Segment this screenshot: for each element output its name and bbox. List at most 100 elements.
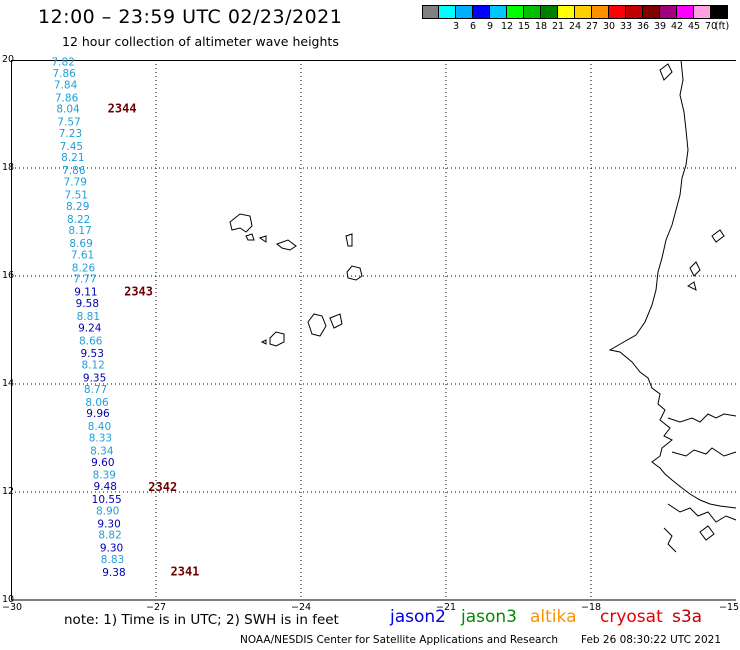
color-scale-label: 70 xyxy=(704,21,718,32)
color-scale-label: 9 xyxy=(486,21,494,32)
color-scale-label: 21 xyxy=(551,21,565,32)
cape-verde-islands xyxy=(229,213,363,347)
latitude-label: 12 xyxy=(2,486,15,497)
swh-value: 8.66 xyxy=(79,335,103,347)
swh-value: 9.58 xyxy=(76,298,99,310)
time-mark: 2344 xyxy=(108,102,137,116)
swh-value: 8.33 xyxy=(89,432,112,444)
color-scale-label: 6 xyxy=(469,21,477,32)
color-swatch xyxy=(677,5,694,19)
swh-value: 7.86 xyxy=(62,165,86,177)
color-scale-label: 27 xyxy=(585,21,599,32)
longitude-label: −21 xyxy=(436,602,457,613)
color-scale-label: 42 xyxy=(670,21,684,32)
swh-value: 8.17 xyxy=(68,225,91,237)
swh-value: 9.48 xyxy=(94,481,117,493)
color-swatch xyxy=(558,5,575,19)
swh-value: 9.35 xyxy=(83,373,106,385)
swh-value: 9.96 xyxy=(86,408,110,420)
color-scale-label: 39 xyxy=(653,21,667,32)
swh-value: 7.51 xyxy=(65,189,88,201)
time-mark: 2342 xyxy=(148,480,177,494)
wave-height-color-scale xyxy=(422,5,728,19)
swh-value: 8.69 xyxy=(69,238,92,250)
swh-value: 7.57 xyxy=(57,117,80,129)
swh-value: 7.77 xyxy=(73,274,96,286)
color-swatch xyxy=(439,5,456,19)
latitude-label: 10 xyxy=(2,594,15,605)
color-swatch xyxy=(541,5,558,19)
color-swatch xyxy=(592,5,609,19)
color-swatch xyxy=(575,5,592,19)
longitude-label: −24 xyxy=(291,602,312,613)
color-swatch xyxy=(524,5,541,19)
color-scale-label: 30 xyxy=(602,21,616,32)
swh-value: 8.26 xyxy=(72,262,96,274)
swh-value: 7.61 xyxy=(71,249,94,261)
swh-value: 8.21 xyxy=(61,152,84,164)
longitude-label: −30 xyxy=(2,602,23,613)
swh-value: 7.86 xyxy=(52,68,76,80)
swh-value: 8.40 xyxy=(88,421,111,433)
color-swatch xyxy=(422,5,439,19)
page-title: 12:00 – 23:59 UTC 02/23/2021 xyxy=(38,6,343,28)
color-scale-label: 15 xyxy=(517,21,531,32)
longitude-label: −27 xyxy=(146,602,167,613)
color-scale-label: 45 xyxy=(687,21,701,32)
swh-value: 8.22 xyxy=(67,214,90,226)
swh-value: 8.29 xyxy=(66,201,89,213)
swh-value: 7.82 xyxy=(52,57,75,69)
longitude-label: −15 xyxy=(719,602,740,613)
color-scale-label: 36 xyxy=(636,21,650,32)
color-scale-label: 18 xyxy=(534,21,548,32)
color-swatch xyxy=(643,5,660,19)
latitude-label: 20 xyxy=(2,54,15,65)
legend-item-altika: altika xyxy=(530,607,577,627)
swh-value: 7.86 xyxy=(55,92,79,104)
swh-observations: 7.827.867.847.868.047.577.237.458.217.86… xyxy=(52,57,126,579)
latitude-label: 16 xyxy=(2,270,15,281)
color-swatch xyxy=(473,5,490,19)
latitude-label: 18 xyxy=(2,162,15,173)
longitude-label: −18 xyxy=(581,602,602,613)
color-swatch xyxy=(660,5,677,19)
color-scale-label: 33 xyxy=(619,21,633,32)
swh-value: 8.39 xyxy=(93,470,116,482)
swh-value: 8.12 xyxy=(81,360,104,372)
legend-item-jason3: jason3 xyxy=(461,607,517,627)
swh-value: 8.83 xyxy=(101,554,124,566)
swh-value: 9.30 xyxy=(97,518,120,530)
footer-note: note: 1) Time is in UTC; 2) SWH is in fe… xyxy=(64,612,339,628)
color-scale-label: 12 xyxy=(500,21,514,32)
swh-value: 9.38 xyxy=(102,567,125,579)
swh-value: 7.45 xyxy=(60,141,83,153)
credit-text: NOAA/NESDIS Center for Satellite Applica… xyxy=(240,634,558,646)
legend-item-cryosat: cryosat xyxy=(600,607,663,627)
graticule xyxy=(11,60,736,601)
swh-value: 8.77 xyxy=(84,384,107,396)
swh-value: 10.55 xyxy=(92,494,122,506)
color-swatch xyxy=(694,5,711,19)
swh-value: 8.06 xyxy=(85,397,109,409)
legend-item-jason2: jason2 xyxy=(390,607,446,627)
swh-value: 8.04 xyxy=(56,104,80,116)
swh-value: 9.60 xyxy=(91,457,114,469)
generated-timestamp: Feb 26 08:30:22 UTC 2021 xyxy=(581,634,721,646)
swh-value: 7.79 xyxy=(64,177,87,189)
color-swatch xyxy=(490,5,507,19)
legend-item-s3a: s3a xyxy=(672,607,703,627)
swh-value: 8.90 xyxy=(96,505,119,517)
color-swatch xyxy=(609,5,626,19)
latitude-label: 14 xyxy=(2,378,15,389)
coastline-west-africa xyxy=(608,59,737,553)
swh-value: 7.84 xyxy=(54,79,78,91)
map-frame xyxy=(11,60,736,600)
swh-value: 9.30 xyxy=(100,543,123,555)
swh-value: 7.23 xyxy=(59,128,82,140)
swh-value: 8.81 xyxy=(77,311,100,323)
swh-value: 9.11 xyxy=(74,287,97,299)
swh-value: 8.82 xyxy=(98,530,121,542)
swh-value: 9.53 xyxy=(81,348,104,360)
color-scale-label: 3 xyxy=(452,21,460,32)
